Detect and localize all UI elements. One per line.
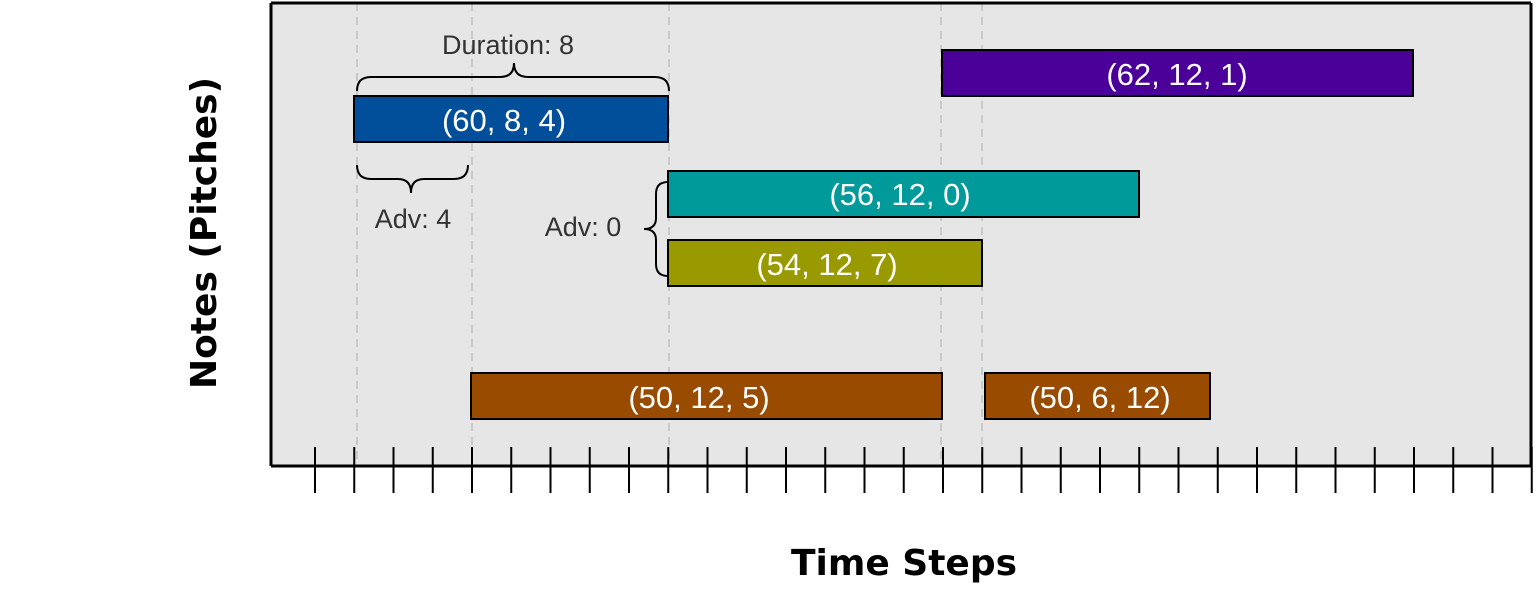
- note-label: (54, 12, 7): [756, 247, 897, 282]
- adv-0-label: Adv: 0: [545, 212, 622, 242]
- note-label: (50, 12, 5): [628, 380, 769, 415]
- duration-label: Duration: 8: [442, 30, 574, 60]
- note-block-54: (54, 12, 7): [667, 239, 983, 287]
- note-bar: [984, 372, 1211, 420]
- note-label: (50, 6, 12): [1029, 380, 1170, 415]
- note-block-50b: (50, 6, 12): [984, 372, 1211, 420]
- note-bar: [353, 95, 669, 143]
- duration-brace: [356, 62, 670, 92]
- note-bar: [941, 49, 1414, 97]
- y-axis-title: Notes (Pitches): [184, 77, 225, 389]
- note-label: (62, 12, 1): [1106, 57, 1247, 92]
- annotation-braces: [356, 62, 670, 277]
- note-label: (56, 12, 0): [829, 177, 970, 212]
- adv-4-brace: [356, 164, 469, 194]
- x-axis-title: Time Steps: [791, 543, 1017, 584]
- note-bar: [667, 170, 1140, 218]
- plot-frame: [269, 1, 1533, 468]
- note-bar: [667, 239, 983, 287]
- note-block-62: (62, 12, 1): [941, 49, 1414, 97]
- x-axis-ticks: [314, 447, 1533, 493]
- note-block-56: (56, 12, 0): [667, 170, 1140, 218]
- adv-0-brace: [643, 181, 669, 277]
- note-block-50a: (50, 12, 5): [470, 372, 943, 420]
- adv-4-label: Adv: 4: [375, 204, 452, 234]
- note-label: (60, 8, 4): [442, 103, 566, 138]
- note-block-60: (60, 8, 4): [353, 95, 669, 143]
- note-bar: [470, 372, 943, 420]
